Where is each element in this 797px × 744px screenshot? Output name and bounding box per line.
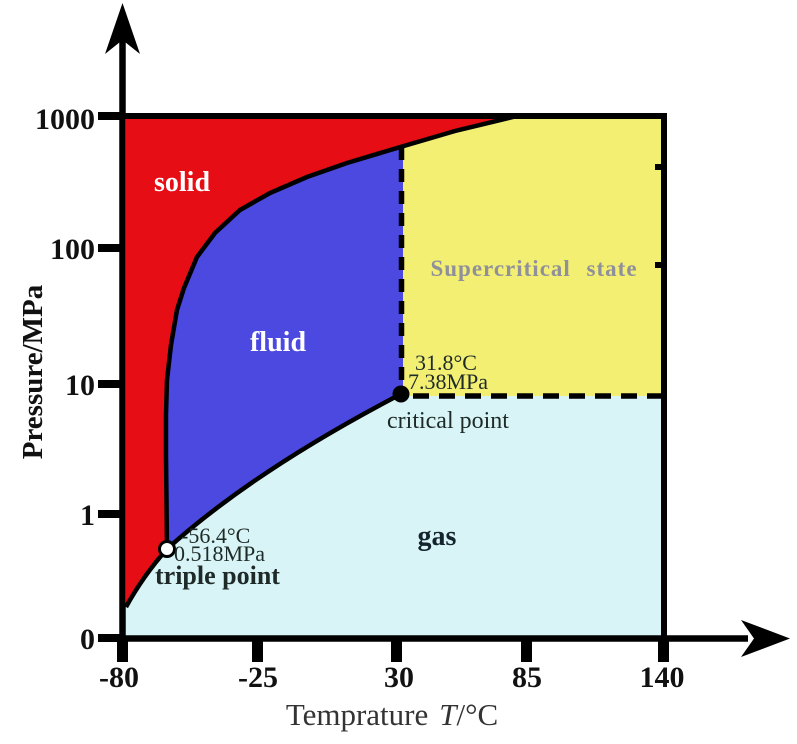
y-tick-100 <box>98 244 123 252</box>
triple-point-pressure-label: 0.518MPa <box>174 541 265 566</box>
y-axis-title: Pressure/MPa <box>17 284 49 459</box>
triple-point-label: triple point <box>155 561 280 590</box>
x-tick-140 <box>658 641 669 662</box>
y-tick-0 <box>98 634 123 642</box>
supercritical-region <box>401 116 664 396</box>
x-tick-label-30: 30 <box>384 661 414 694</box>
x-tick-label-140: 140 <box>640 661 685 694</box>
critical-point-marker <box>392 385 410 403</box>
y-tick-1000 <box>98 112 123 120</box>
sublimation-melting-curve <box>124 113 518 609</box>
y-axis-arrow-icon <box>105 3 140 54</box>
x-tick--25 <box>252 641 263 662</box>
y-tick-1 <box>98 510 123 518</box>
fluid-region <box>166 146 403 549</box>
x-tick--80 <box>117 641 128 662</box>
x-axis-title-text: Temprature <box>286 697 428 732</box>
critical-point-label: critical point <box>387 408 509 434</box>
supercritical-region-label: Supercritical state <box>430 256 637 281</box>
solid-region <box>126 116 517 607</box>
vaporization-curve <box>165 392 403 551</box>
y-tick-10 <box>98 380 123 388</box>
y-tick-label-1000: 1000 <box>35 103 95 136</box>
right-border-minor-tick <box>655 262 664 268</box>
y-tick-label-1: 1 <box>80 499 95 532</box>
x-axis-arrow-icon <box>741 620 790 657</box>
critical-point-temperature-label: 31.8°C <box>415 350 477 375</box>
fluid-region-label: fluid <box>250 327 306 358</box>
x-tick-label-85: 85 <box>512 661 542 694</box>
critical-point-pressure-label: 7.38MPa <box>408 369 488 394</box>
x-tick-30 <box>391 641 402 662</box>
triple-point-temperature-label: -56.4°C <box>181 523 250 548</box>
x-axis-title-symbol: T <box>439 697 459 732</box>
y-tick-label-100: 100 <box>50 233 95 266</box>
triple-point-marker <box>158 540 176 558</box>
y-tick-label-0: 0 <box>80 623 95 656</box>
x-tick-label--25: -25 <box>238 661 278 694</box>
gas-region-label: gas <box>418 521 457 552</box>
solid-region-label: solid <box>154 167 210 198</box>
x-tick-85 <box>521 641 532 662</box>
x-tick-label--80: -80 <box>99 661 139 694</box>
y-tick-label-10: 10 <box>65 369 95 402</box>
x-axis-title-unit: /°C <box>456 697 498 732</box>
right-border-minor-tick <box>655 164 664 170</box>
x-axis-title: Temprature T/°C <box>286 697 498 732</box>
